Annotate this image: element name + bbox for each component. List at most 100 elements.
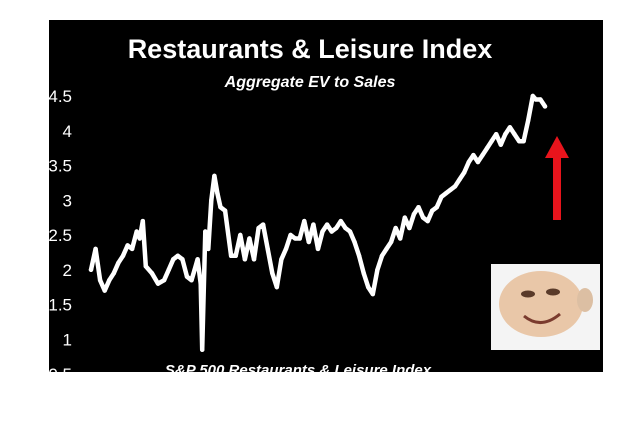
data-point	[203, 229, 208, 234]
data-point	[452, 184, 458, 189]
data-point	[366, 284, 371, 290]
data-point	[407, 225, 412, 231]
y-tick-label: 3.5	[48, 157, 72, 176]
data-point	[398, 236, 403, 241]
data-point	[166, 267, 171, 272]
data-point	[466, 159, 471, 165]
x-tick-label: 1996	[178, 394, 195, 430]
data-point	[475, 159, 481, 165]
data-point	[370, 291, 376, 297]
data-point	[288, 232, 293, 238]
data-point	[137, 236, 142, 241]
data-point	[343, 225, 348, 231]
data-point	[129, 246, 135, 252]
data-point	[434, 205, 439, 210]
data-point	[347, 229, 353, 234]
data-point	[320, 229, 325, 234]
data-point	[480, 152, 485, 158]
data-point	[116, 260, 121, 265]
x-tick-label: 1992	[116, 394, 133, 430]
data-point	[274, 284, 280, 290]
y-tick-label: 1	[63, 330, 72, 349]
data-point	[233, 253, 238, 259]
x-tick-label: 2008	[349, 394, 366, 430]
data-point	[107, 277, 112, 283]
data-point	[247, 236, 252, 241]
data-point	[489, 138, 494, 144]
data-point	[242, 257, 248, 262]
data-point	[155, 281, 161, 286]
data-point	[448, 187, 453, 193]
x-tick-label: 2017	[483, 394, 500, 430]
data-point	[402, 215, 408, 220]
data-point	[512, 132, 517, 137]
data-point	[200, 347, 205, 352]
data-point	[507, 125, 513, 130]
data-point	[302, 218, 307, 224]
data-point	[457, 177, 462, 182]
data-point	[260, 222, 266, 227]
data-point	[393, 225, 398, 231]
data-point	[471, 152, 476, 158]
series-points	[88, 93, 548, 352]
data-point	[329, 229, 334, 234]
x-tick-label: 2005	[311, 394, 328, 430]
data-point	[439, 194, 444, 199]
data-point	[111, 271, 117, 276]
y-tick-label: 0.5	[48, 365, 72, 384]
data-point	[134, 229, 139, 234]
data-point	[315, 246, 321, 252]
x-tick-label: 1994	[146, 394, 163, 430]
x-tick-label: 1990	[84, 394, 101, 430]
data-point	[356, 253, 362, 259]
data-point	[484, 145, 490, 151]
data-point	[384, 246, 389, 252]
data-point	[311, 222, 316, 227]
data-point	[416, 205, 421, 210]
data-point	[270, 271, 275, 276]
data-point	[352, 239, 357, 245]
data-point	[149, 271, 155, 276]
data-point	[215, 191, 220, 196]
data-point	[97, 277, 103, 283]
data-point	[175, 253, 181, 259]
data-point	[388, 239, 394, 245]
data-point	[375, 267, 380, 272]
data-point	[425, 218, 430, 224]
data-point	[297, 236, 302, 241]
data-point	[462, 170, 467, 175]
data-point	[525, 118, 531, 123]
data-point	[102, 288, 107, 293]
data-point	[306, 239, 312, 245]
y-tick-label: 4	[63, 122, 72, 141]
data-point	[206, 246, 211, 252]
x-tick-label: 2012	[413, 394, 430, 430]
x-tick-label: 2010	[381, 394, 398, 430]
data-point	[198, 281, 203, 286]
x-tick-label: 2001	[249, 394, 266, 430]
data-point	[180, 257, 185, 262]
data-point	[516, 138, 522, 144]
y-tick-label: 4.5	[48, 87, 72, 106]
data-point	[542, 104, 548, 109]
data-point	[279, 257, 284, 262]
photo-inset-face-icon	[491, 264, 600, 350]
series-line	[88, 93, 548, 352]
data-point	[498, 142, 503, 147]
data-point	[161, 277, 167, 283]
data-point	[379, 253, 385, 259]
data-point	[334, 225, 339, 231]
y-tick-label: 2.5	[48, 226, 72, 245]
chart-title: Restaurants & Leisure Index	[128, 34, 493, 64]
data-point	[283, 246, 289, 252]
data-point	[256, 225, 261, 231]
data-point	[195, 257, 200, 262]
data-point	[218, 205, 223, 210]
chart-subtitle: Aggregate EV to Sales	[224, 74, 396, 91]
data-point	[171, 257, 176, 262]
data-point	[212, 173, 217, 179]
y-tick-label: 3	[63, 191, 72, 210]
data-point	[292, 236, 298, 241]
